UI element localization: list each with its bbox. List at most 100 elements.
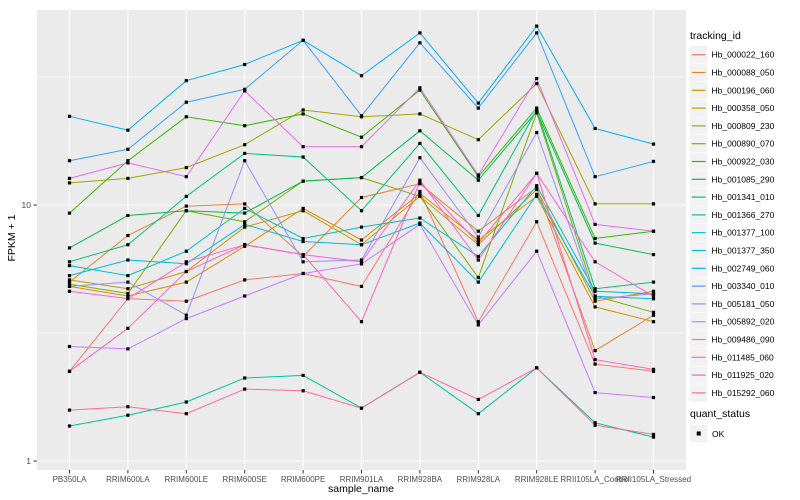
data-point [359, 176, 364, 180]
data-point [301, 260, 305, 264]
legend-item-quant-ok [690, 424, 708, 443]
x-tick-label: RRIM600SE [222, 475, 266, 484]
data-point [67, 211, 72, 215]
data-point [418, 141, 422, 145]
data-point [476, 238, 480, 242]
data-point [126, 233, 130, 238]
data-point [243, 211, 247, 215]
data-point [67, 408, 72, 412]
legend-item-label: Hb_003340_010 [712, 281, 775, 291]
data-point [359, 238, 364, 242]
data-point [476, 241, 480, 245]
data-point [651, 320, 656, 324]
data-point [184, 260, 188, 264]
data-point [359, 406, 364, 410]
x-tick-label: RRIM928BA [398, 475, 443, 484]
data-point [126, 413, 130, 417]
data-point [301, 38, 305, 42]
data-point [535, 366, 539, 370]
data-point [184, 166, 188, 170]
data-point [651, 159, 656, 163]
data-point [243, 376, 247, 380]
data-point [184, 249, 188, 253]
legend-item: Hb_005181_050 [690, 295, 775, 313]
legend-item-label: Hb_002749_060 [712, 263, 775, 273]
data-point [359, 243, 364, 247]
y-tick-label: 1 [26, 456, 31, 466]
legend-item-label: Hb_000922_030 [712, 157, 775, 167]
data-point [126, 258, 130, 262]
data-point [418, 222, 422, 226]
data-point [476, 412, 480, 416]
data-point [301, 112, 305, 116]
data-point [535, 220, 539, 224]
legend-item: Hb_000890_070 [690, 135, 775, 153]
legend-item: Hb_011925_020 [690, 366, 774, 384]
data-point [126, 161, 130, 165]
data-point [418, 189, 422, 193]
data-point [593, 126, 597, 131]
data-point [593, 423, 597, 427]
data-point [535, 82, 539, 86]
data-point [359, 209, 364, 213]
data-point [126, 159, 130, 163]
data-point [593, 391, 597, 395]
data-point [476, 106, 480, 110]
data-point [651, 313, 656, 317]
data-point [476, 178, 480, 182]
x-tick-label: RRIM928LA [457, 475, 501, 484]
data-point [359, 284, 364, 288]
data-point [243, 225, 247, 229]
x-tick-label: RRIM901LA [340, 475, 384, 484]
data-point [651, 142, 656, 146]
data-point [535, 192, 539, 196]
legend-item-label: Hb_005181_050 [712, 299, 775, 309]
data-point [67, 159, 72, 163]
data-point [418, 191, 422, 195]
x-tick-label: RRIM928LE [515, 475, 559, 484]
legend-title-quant-status: quant_status [690, 408, 750, 420]
data-point [301, 373, 305, 377]
data-point [651, 297, 656, 301]
data-point [67, 369, 72, 373]
data-point [243, 151, 247, 155]
data-point [126, 176, 130, 180]
data-point [418, 129, 422, 133]
data-point [67, 114, 72, 118]
data-point [535, 106, 539, 110]
data-point [359, 225, 364, 229]
data-point [418, 180, 422, 184]
data-point [651, 202, 656, 206]
data-point [418, 112, 422, 116]
data-point [67, 176, 72, 180]
data-point [243, 124, 247, 128]
data-point [126, 297, 130, 301]
data-point [67, 246, 72, 250]
data-point [535, 108, 539, 112]
data-point [651, 229, 656, 233]
legend-item-label: Hb_000358_050 [712, 103, 775, 113]
data-point [593, 349, 597, 353]
legend-item: Hb_000196_060 [690, 81, 775, 99]
data-point [418, 370, 422, 374]
data-point [67, 289, 72, 293]
data-point [126, 287, 130, 291]
data-point [184, 280, 188, 284]
legend-item: Hb_001341_010 [690, 188, 775, 206]
data-point [535, 24, 539, 28]
data-point [243, 62, 247, 67]
x-tick-label: RRII105LA_Control [560, 475, 630, 484]
data-point [418, 41, 422, 45]
data-point [535, 185, 539, 190]
data-point [184, 313, 188, 317]
data-point [418, 86, 422, 90]
data-point [243, 387, 247, 391]
data-point [126, 213, 130, 218]
data-point [184, 100, 188, 104]
data-point [359, 258, 364, 262]
data-point [301, 236, 305, 241]
data-point [476, 275, 480, 280]
legend-item: Hb_002749_060 [690, 259, 775, 277]
data-point [593, 222, 597, 226]
